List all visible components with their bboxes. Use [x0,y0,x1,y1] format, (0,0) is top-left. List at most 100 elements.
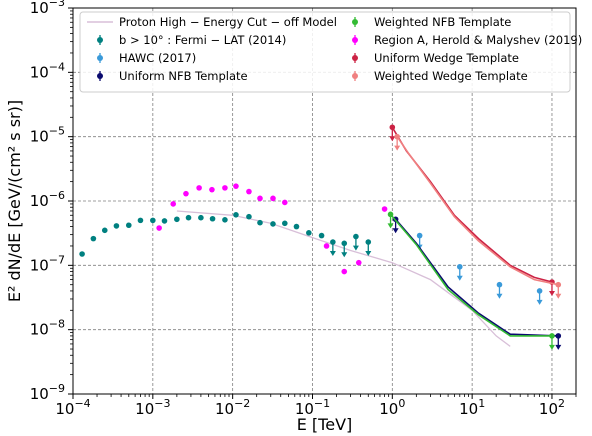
legend-label: Uniform NFB Template [119,69,248,83]
y-tick-label: 10−6 [30,189,65,210]
series-4 [387,211,555,350]
series-line [389,213,552,337]
x-tick-label: 10−3 [135,397,170,418]
data-point [306,230,312,236]
data-point [185,214,192,221]
data-point [233,183,239,189]
data-point [174,216,180,223]
series-2 [416,232,543,305]
series-line [176,210,511,347]
legend-entry: b > 10° : Fermi − LAT (2014) [97,33,286,47]
data-point [257,195,263,202]
data-point [355,259,362,266]
legend-swatch [97,73,103,79]
upper-limit-arrowhead [365,251,372,257]
upper-limit-arrowhead [555,344,562,350]
legend-label: b > 10° : Fermi − LAT (2014) [119,33,286,47]
legend-entry: Weighted NFB Template [352,15,511,29]
legend-label: Uniform Wedge Template [374,51,519,65]
upper-limit-arrowhead [329,251,336,257]
data-point [257,219,263,226]
y-tick-label: 10−9 [30,382,65,403]
x-axis: 10−4 10−3 10−2 10−1 100 101 102 [55,394,577,418]
data-point [161,218,168,224]
legend-entry: Weighted Wedge Template [352,69,528,83]
legend-swatch [97,55,103,61]
data-point [156,225,162,231]
series-1 [79,212,372,258]
data-point [246,188,252,195]
legend-entry: Uniform NFB Template [97,69,248,83]
series-layer [79,124,562,350]
data-point [222,185,228,191]
legend-swatch [97,37,103,43]
data-point [170,201,177,207]
y-tick-label: 10−3 [30,0,65,17]
series-line [394,218,559,337]
y-tick-label: 10−5 [30,125,65,146]
upper-limit-arrowhead [456,275,463,281]
legend-entry: Region A, Herold & Malyshev (2019) [352,33,582,47]
legend-box [79,11,571,93]
upper-limit-arrowhead [555,293,562,299]
data-point [198,214,204,221]
data-point [150,217,156,224]
x-tick-label: 10−4 [55,397,90,418]
series-line [396,136,559,286]
series-5 [156,183,388,275]
legend-entry: HAWC (2017) [97,51,196,65]
x-tick-label: 102 [539,397,565,418]
data-point [183,190,189,197]
series-7 [394,133,562,299]
upper-limit-arrowhead [496,293,503,299]
data-point [79,251,85,257]
legend-label: HAWC (2017) [119,51,196,65]
data-point [246,213,252,220]
data-point [270,221,276,227]
legend-swatch [352,73,358,79]
data-point [341,268,348,275]
legend-label: Region A, Herold & Malyshev (2019) [374,33,582,47]
upper-limit-arrowhead [392,228,399,234]
data-point [323,243,330,249]
legend-label: Proton High − Energy Cut − off Model [119,15,337,29]
upper-limit-arrowhead [536,299,543,305]
y-tick-label: 10−8 [30,318,65,339]
legend-swatch [352,19,358,25]
series-0 [176,210,511,347]
upper-limit-arrowhead [389,136,396,142]
data-point [90,235,97,242]
legend-label: Weighted NFB Template [374,15,511,29]
data-point [125,222,132,229]
data-point [101,227,108,234]
y-axis: 10−9 10−8 10−7 10−6 10−5 10−4 10−3 [30,0,73,403]
legend: Proton High − Energy Cut − off Model b > … [79,11,582,93]
legend-entry: Proton High − Energy Cut − off Model [87,15,337,29]
data-point [137,217,144,224]
data-point [293,223,300,230]
data-point [381,206,388,212]
data-point [318,232,325,239]
legend-swatch [352,37,358,43]
upper-limit-arrowhead [341,252,348,258]
data-point [282,220,288,227]
y-axis-title: E² dN/dE [GeV/(cm² s sr)] [5,100,24,302]
x-tick-label: 100 [379,397,405,418]
data-point [209,215,216,222]
series-3 [392,216,562,350]
x-axis-title: E [TeV] [297,415,353,434]
data-point [113,223,120,229]
data-point [282,199,288,206]
x-tick-label: 10−1 [295,397,330,418]
x-tick-label: 101 [459,397,485,418]
legend-label: Weighted Wedge Template [374,69,528,83]
y-tick-label: 10−7 [30,253,65,274]
upper-limit-arrowhead [394,145,401,151]
x-tick-label: 10−2 [215,397,250,418]
y-tick-label: 10−4 [30,60,65,81]
data-point [209,186,215,193]
upper-limit-arrowhead [352,245,359,251]
upper-limit-arrowhead [387,223,394,229]
data-point [222,217,228,223]
